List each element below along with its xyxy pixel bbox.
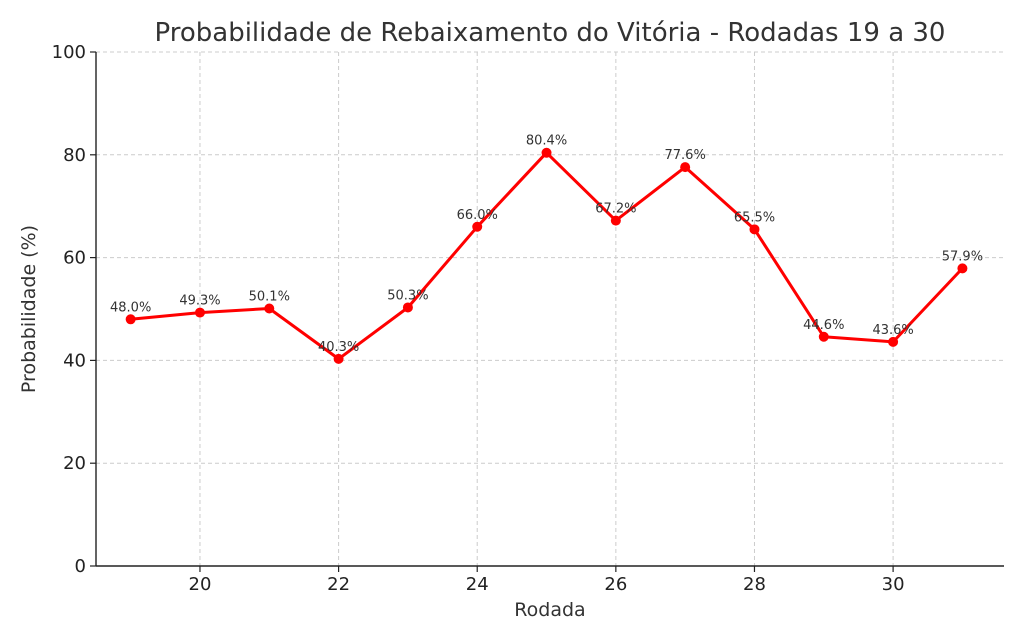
- data-point: [749, 224, 760, 235]
- ticks: 0 20 40 60 80 100 20 22 24 26 28 30: [52, 42, 905, 595]
- data-label: 50.3%: [387, 288, 428, 303]
- x-axis-label: Rodada: [514, 599, 585, 621]
- data-point: [818, 331, 829, 342]
- plot-frame: [96, 52, 1004, 566]
- data-point: [194, 307, 205, 318]
- x-tick-label: 20: [189, 574, 212, 595]
- y-tick-label: 20: [63, 453, 86, 474]
- data-label: 48.0%: [110, 300, 151, 315]
- data-point: [125, 314, 136, 325]
- data-point: [888, 336, 899, 347]
- y-tick-label: 100: [52, 42, 86, 63]
- x-tick-label: 26: [604, 574, 627, 595]
- x-tick-label: 24: [466, 574, 489, 595]
- data-label: 66.0%: [457, 208, 498, 223]
- data-label: 44.6%: [803, 318, 844, 333]
- x-tick-label: 22: [327, 574, 350, 595]
- y-tick-label: 80: [63, 145, 86, 166]
- data-label: 80.4%: [526, 134, 567, 149]
- data-label: 40.3%: [318, 340, 359, 355]
- series: [125, 147, 968, 364]
- data-labels: 48.0% 49.3% 50.1% 40.3% 50.3% 66.0% 80.4% 67.2%…: [110, 134, 983, 355]
- data-label: 65.5%: [734, 210, 775, 225]
- data-point: [333, 353, 344, 364]
- data-point: [957, 263, 968, 274]
- data-label: 67.2%: [595, 202, 636, 217]
- data-point: [541, 147, 552, 158]
- y-axis-label: Probabilidade (%): [18, 225, 40, 393]
- grid: [96, 51, 1004, 567]
- chart-title: Probabilidade de Rebaixamento do Vitória…: [155, 18, 946, 48]
- y-tick-label: 0: [75, 556, 86, 577]
- data-point: [402, 302, 413, 313]
- data-point: [680, 162, 691, 173]
- x-tick-label: 28: [743, 574, 766, 595]
- data-point: [610, 215, 621, 226]
- y-tick-label: 40: [63, 350, 86, 371]
- data-point: [264, 303, 275, 314]
- data-label: 50.1%: [249, 289, 290, 304]
- data-label: 49.3%: [179, 294, 220, 309]
- axes: [95, 52, 1004, 567]
- data-point: [472, 221, 483, 232]
- x-tick-label: 30: [882, 574, 905, 595]
- data-label: 43.6%: [872, 323, 913, 338]
- data-label: 77.6%: [665, 148, 706, 163]
- y-tick-label: 60: [63, 248, 86, 269]
- data-label: 57.9%: [942, 249, 983, 264]
